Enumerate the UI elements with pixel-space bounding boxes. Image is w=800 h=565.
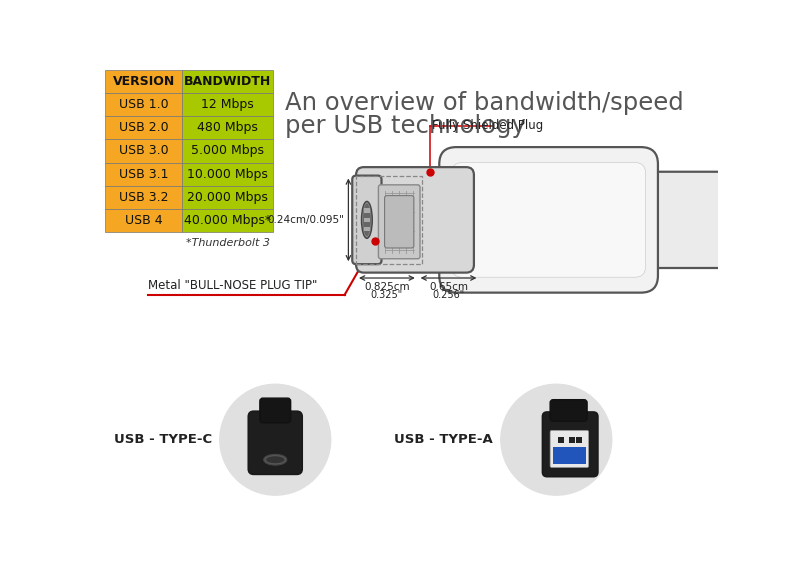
- Ellipse shape: [264, 454, 287, 465]
- Text: 0.325": 0.325": [370, 289, 403, 299]
- FancyBboxPatch shape: [105, 93, 182, 116]
- Text: 40.000 Mbps*: 40.000 Mbps*: [184, 214, 271, 227]
- FancyBboxPatch shape: [554, 447, 586, 464]
- Text: 10.000 Mbps: 10.000 Mbps: [187, 168, 268, 181]
- Ellipse shape: [363, 204, 370, 236]
- FancyBboxPatch shape: [105, 140, 182, 163]
- FancyBboxPatch shape: [619, 172, 747, 268]
- Text: 20.000 Mbps: 20.000 Mbps: [187, 190, 268, 203]
- Ellipse shape: [362, 201, 372, 238]
- FancyBboxPatch shape: [550, 431, 589, 467]
- Text: USB 1.0: USB 1.0: [118, 98, 168, 111]
- Text: 0.24cm/0.095": 0.24cm/0.095": [268, 215, 345, 225]
- FancyBboxPatch shape: [105, 186, 182, 208]
- FancyBboxPatch shape: [451, 163, 646, 277]
- FancyBboxPatch shape: [182, 140, 273, 163]
- Text: Metal "BULL-NOSE PLUG TIP": Metal "BULL-NOSE PLUG TIP": [148, 279, 318, 292]
- Text: 5.000 Mbps: 5.000 Mbps: [191, 145, 264, 158]
- Text: 480 Mbps: 480 Mbps: [197, 121, 258, 134]
- Ellipse shape: [266, 457, 285, 463]
- Text: Fully Shielded Plug: Fully Shielded Plug: [431, 119, 543, 132]
- Circle shape: [220, 384, 330, 495]
- FancyBboxPatch shape: [260, 398, 290, 423]
- Text: USB - TYPE-A: USB - TYPE-A: [394, 433, 493, 446]
- FancyBboxPatch shape: [542, 412, 598, 477]
- FancyBboxPatch shape: [182, 186, 273, 208]
- FancyBboxPatch shape: [248, 411, 302, 475]
- FancyBboxPatch shape: [378, 185, 420, 259]
- Text: *Thunderbolt 3: *Thunderbolt 3: [186, 238, 270, 247]
- FancyBboxPatch shape: [364, 227, 370, 232]
- FancyBboxPatch shape: [352, 176, 382, 264]
- Text: USB 4: USB 4: [125, 214, 162, 227]
- Text: USB 2.0: USB 2.0: [118, 121, 168, 134]
- Text: An overview of bandwidth/speed: An overview of bandwidth/speed: [286, 91, 684, 115]
- Text: 0.65cm: 0.65cm: [429, 282, 468, 292]
- FancyBboxPatch shape: [182, 163, 273, 186]
- FancyBboxPatch shape: [182, 70, 273, 93]
- Text: 0.256": 0.256": [432, 289, 465, 299]
- Text: USB - TYPE-C: USB - TYPE-C: [114, 433, 212, 446]
- Circle shape: [501, 384, 612, 495]
- FancyBboxPatch shape: [576, 437, 582, 443]
- Text: 0.825cm: 0.825cm: [364, 282, 410, 292]
- FancyBboxPatch shape: [182, 93, 273, 116]
- FancyBboxPatch shape: [182, 116, 273, 140]
- Text: USB 3.0: USB 3.0: [118, 145, 168, 158]
- FancyBboxPatch shape: [558, 437, 564, 443]
- FancyBboxPatch shape: [356, 167, 474, 273]
- Text: BANDWIDTH: BANDWIDTH: [184, 75, 271, 88]
- FancyBboxPatch shape: [569, 437, 574, 443]
- Text: VERSION: VERSION: [113, 75, 174, 88]
- Text: USB 3.2: USB 3.2: [119, 190, 168, 203]
- Text: USB 3.1: USB 3.1: [119, 168, 168, 181]
- FancyBboxPatch shape: [105, 163, 182, 186]
- FancyBboxPatch shape: [550, 399, 587, 421]
- Bar: [356, 176, 422, 264]
- Text: 12 Mbps: 12 Mbps: [201, 98, 254, 111]
- FancyBboxPatch shape: [439, 147, 658, 293]
- FancyBboxPatch shape: [182, 208, 273, 232]
- FancyBboxPatch shape: [385, 195, 414, 248]
- FancyBboxPatch shape: [105, 208, 182, 232]
- FancyBboxPatch shape: [364, 208, 370, 213]
- FancyBboxPatch shape: [105, 70, 182, 93]
- FancyBboxPatch shape: [105, 116, 182, 140]
- Text: per USB technology: per USB technology: [286, 114, 526, 138]
- FancyBboxPatch shape: [364, 218, 370, 222]
